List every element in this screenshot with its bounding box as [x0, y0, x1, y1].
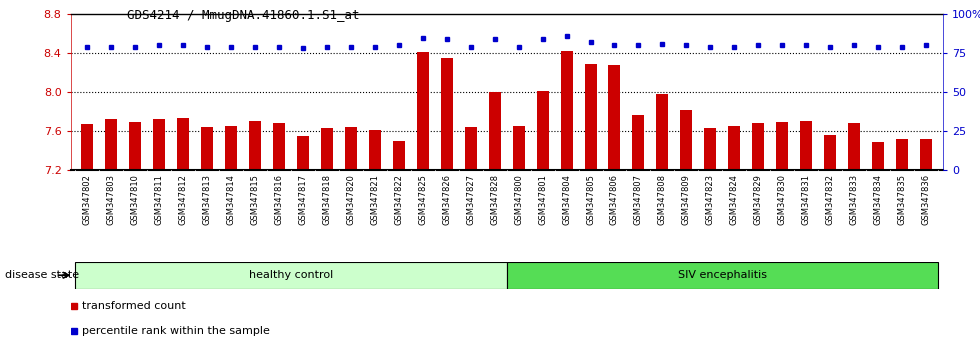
- Text: GSM347831: GSM347831: [802, 174, 810, 225]
- Bar: [249, 121, 261, 170]
- Text: GSM347806: GSM347806: [610, 174, 619, 225]
- Text: GSM347807: GSM347807: [634, 174, 643, 225]
- Text: GSM347829: GSM347829: [754, 174, 762, 225]
- Bar: [848, 123, 860, 170]
- Text: GSM347805: GSM347805: [586, 174, 595, 225]
- Bar: [489, 92, 501, 170]
- Text: GDS4214 / MmugDNA.41860.1.S1_at: GDS4214 / MmugDNA.41860.1.S1_at: [127, 9, 360, 22]
- Bar: [201, 127, 213, 170]
- Bar: [507, 262, 938, 289]
- Text: GSM347801: GSM347801: [538, 174, 547, 225]
- Bar: [225, 126, 237, 170]
- Bar: [441, 58, 453, 170]
- Text: percentile rank within the sample: percentile rank within the sample: [82, 326, 270, 336]
- Text: GSM347826: GSM347826: [442, 174, 451, 225]
- Text: GSM347813: GSM347813: [203, 174, 212, 225]
- Text: GSM347803: GSM347803: [107, 174, 116, 225]
- Text: GSM347825: GSM347825: [418, 174, 427, 225]
- Text: GSM347815: GSM347815: [251, 174, 260, 225]
- Bar: [705, 128, 716, 170]
- Bar: [561, 51, 572, 170]
- Text: GSM347808: GSM347808: [658, 174, 667, 225]
- Bar: [393, 141, 405, 170]
- Text: GSM347823: GSM347823: [706, 174, 714, 225]
- Bar: [368, 130, 381, 170]
- Text: GSM347820: GSM347820: [346, 174, 356, 225]
- Bar: [537, 91, 549, 170]
- Bar: [465, 127, 476, 170]
- Text: GSM347817: GSM347817: [299, 174, 308, 225]
- Bar: [105, 119, 118, 170]
- Bar: [753, 123, 764, 170]
- Bar: [345, 127, 357, 170]
- Bar: [297, 136, 309, 170]
- Text: transformed count: transformed count: [82, 301, 186, 311]
- Bar: [728, 126, 740, 170]
- Text: GSM347821: GSM347821: [370, 174, 379, 225]
- Text: GSM347811: GSM347811: [155, 174, 164, 225]
- Text: GSM347814: GSM347814: [226, 174, 235, 225]
- Bar: [896, 139, 908, 170]
- Text: GSM347835: GSM347835: [898, 174, 907, 225]
- Text: SIV encephalitis: SIV encephalitis: [678, 270, 766, 280]
- Text: GSM347812: GSM347812: [178, 174, 188, 225]
- Text: GSM347834: GSM347834: [873, 174, 883, 225]
- Text: GSM347804: GSM347804: [563, 174, 571, 225]
- Bar: [872, 142, 884, 170]
- Bar: [321, 128, 333, 170]
- Bar: [609, 65, 620, 170]
- Text: GSM347824: GSM347824: [730, 174, 739, 225]
- Text: GSM347836: GSM347836: [921, 174, 930, 225]
- Bar: [824, 135, 836, 170]
- Bar: [657, 94, 668, 170]
- Text: disease state: disease state: [5, 270, 79, 280]
- Text: GSM347827: GSM347827: [466, 174, 475, 225]
- Bar: [75, 262, 507, 289]
- Bar: [513, 126, 524, 170]
- Bar: [584, 64, 597, 170]
- Text: GSM347800: GSM347800: [514, 174, 523, 225]
- Bar: [177, 118, 189, 170]
- Bar: [920, 139, 932, 170]
- Text: GSM347809: GSM347809: [682, 174, 691, 225]
- Text: GSM347802: GSM347802: [83, 174, 92, 225]
- Text: GSM347818: GSM347818: [322, 174, 331, 225]
- Bar: [273, 123, 285, 170]
- Text: GSM347810: GSM347810: [130, 174, 140, 225]
- Bar: [81, 124, 93, 170]
- Text: GSM347816: GSM347816: [274, 174, 283, 225]
- Bar: [129, 122, 141, 170]
- Text: GSM347833: GSM347833: [850, 174, 858, 225]
- Text: healthy control: healthy control: [249, 270, 333, 280]
- Text: GSM347822: GSM347822: [394, 174, 404, 225]
- Bar: [801, 121, 812, 170]
- Text: GSM347828: GSM347828: [490, 174, 499, 225]
- Text: GSM347832: GSM347832: [825, 174, 835, 225]
- Bar: [776, 122, 788, 170]
- Bar: [416, 52, 429, 170]
- Text: GSM347830: GSM347830: [778, 174, 787, 225]
- Bar: [153, 119, 166, 170]
- Bar: [680, 109, 692, 170]
- Bar: [632, 115, 645, 170]
